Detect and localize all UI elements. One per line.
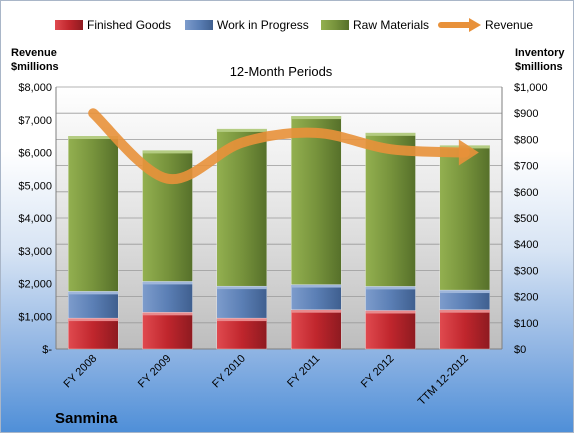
bars — [68, 115, 490, 350]
bar-raw-materials-cap — [291, 116, 342, 120]
legend-label: Work in Progress — [217, 18, 309, 32]
left-tick-label: $6,000 — [18, 148, 52, 160]
chart-title: 12-Month Periods — [230, 64, 333, 79]
legend: Finished Goods Work in Progress Raw Materi… — [55, 18, 533, 32]
x-tick-label: FY 2009 — [136, 353, 174, 391]
bar-raw-materials-cap — [142, 150, 193, 154]
bar-work-in-progress — [291, 284, 342, 310]
legend-label: Finished Goods — [87, 18, 171, 32]
right-tick-label: $200 — [514, 292, 538, 304]
left-tick-label: $- — [42, 344, 52, 356]
legend-label: Revenue — [485, 18, 533, 32]
bar-work-in-progress-cap — [142, 281, 193, 285]
left-axis-ticks: $- $1,000 $2,000 $3,000 $4,000 $5,000 $6,000 $7… — [18, 82, 52, 356]
right-tick-label: $700 — [514, 161, 538, 173]
left-tick-label: $2,000 — [18, 279, 52, 291]
x-tick-label: FY 2010 — [210, 353, 248, 391]
revenue-line-path — [88, 108, 470, 185]
left-tick-label: $1,000 — [18, 311, 52, 323]
bar-finished-goods — [216, 317, 267, 350]
bar-finished-goods-cap — [68, 318, 119, 322]
bar-work-in-progress-cap — [365, 286, 416, 290]
right-axis-title-line1: Inventory — [515, 47, 565, 59]
legend-swatch — [321, 20, 349, 30]
left-tick-label: $3,000 — [18, 246, 52, 258]
x-tick-label: FY 2012 — [359, 353, 397, 391]
right-tick-label: $300 — [514, 265, 538, 277]
x-tick-label: FY 2011 — [285, 353, 322, 390]
left-tick-label: $5,000 — [18, 180, 52, 192]
left-tick-label: $4,000 — [18, 213, 52, 225]
x-axis-ticks: FY 2008 FY 2009 FY 2010 FY 2011 FY 2012 TTM 1… — [62, 353, 471, 408]
right-tick-label: $800 — [514, 134, 538, 146]
bar-work-in-progress-cap — [68, 291, 119, 295]
legend-label: Raw Materials — [353, 18, 429, 32]
right-tick-label: $400 — [514, 239, 538, 251]
legend-swatch — [55, 20, 83, 30]
bar-work-in-progress — [365, 286, 416, 311]
bar-finished-goods — [439, 309, 490, 350]
bar-raw-materials-cap — [365, 132, 416, 136]
bar-finished-goods — [68, 317, 119, 350]
bar-work-in-progress — [142, 281, 193, 313]
legend-swatch — [185, 20, 213, 30]
right-tick-label: $0 — [514, 344, 526, 356]
bar-finished-goods-cap — [365, 310, 416, 314]
bar-work-in-progress-cap — [439, 290, 490, 294]
bar-finished-goods-cap — [439, 309, 490, 313]
left-axis-title-line2: $millions — [11, 61, 59, 73]
right-axis-title-line2: $millions — [515, 61, 563, 73]
bar-finished-goods — [365, 310, 416, 350]
left-axis-title-line1: Revenue — [11, 47, 57, 59]
left-tick-label: $8,000 — [18, 82, 52, 94]
x-tick-label: TTM 12-2012 — [416, 353, 471, 408]
bar-raw-materials-cap — [68, 135, 119, 139]
bar-work-in-progress-cap — [216, 286, 267, 290]
x-tick-label: FY 2008 — [62, 353, 100, 391]
bar-finished-goods-cap — [216, 318, 267, 322]
right-tick-label: $600 — [514, 187, 538, 199]
left-tick-label: $7,000 — [18, 115, 52, 127]
bar-finished-goods-cap — [142, 312, 193, 316]
bar-finished-goods — [291, 309, 342, 350]
right-tick-label: $900 — [514, 108, 538, 120]
bar-raw-materials-cap — [216, 128, 267, 132]
right-tick-label: $100 — [514, 318, 538, 330]
bar-raw-materials — [439, 145, 490, 291]
right-axis-ticks: $0 $100 $200 $300 $400 $500 $600 $700 $800 $900 $1… — [514, 82, 548, 356]
revenue-line — [88, 108, 479, 185]
bar-raw-materials — [365, 132, 416, 287]
bar-work-in-progress-cap — [291, 284, 342, 288]
bar-finished-goods — [142, 312, 193, 350]
right-tick-label: $500 — [514, 213, 538, 225]
right-tick-label: $1,000 — [514, 82, 548, 94]
bar-raw-materials — [291, 115, 342, 285]
bar-work-in-progress — [216, 285, 267, 319]
company-name: Sanmina — [55, 410, 118, 427]
bar-finished-goods-cap — [291, 309, 342, 313]
revenue-line-arrowhead — [458, 139, 479, 166]
bar-work-in-progress — [68, 291, 119, 319]
legend-swatch-revenue-arrow — [469, 18, 481, 32]
bar-raw-materials — [68, 135, 119, 292]
